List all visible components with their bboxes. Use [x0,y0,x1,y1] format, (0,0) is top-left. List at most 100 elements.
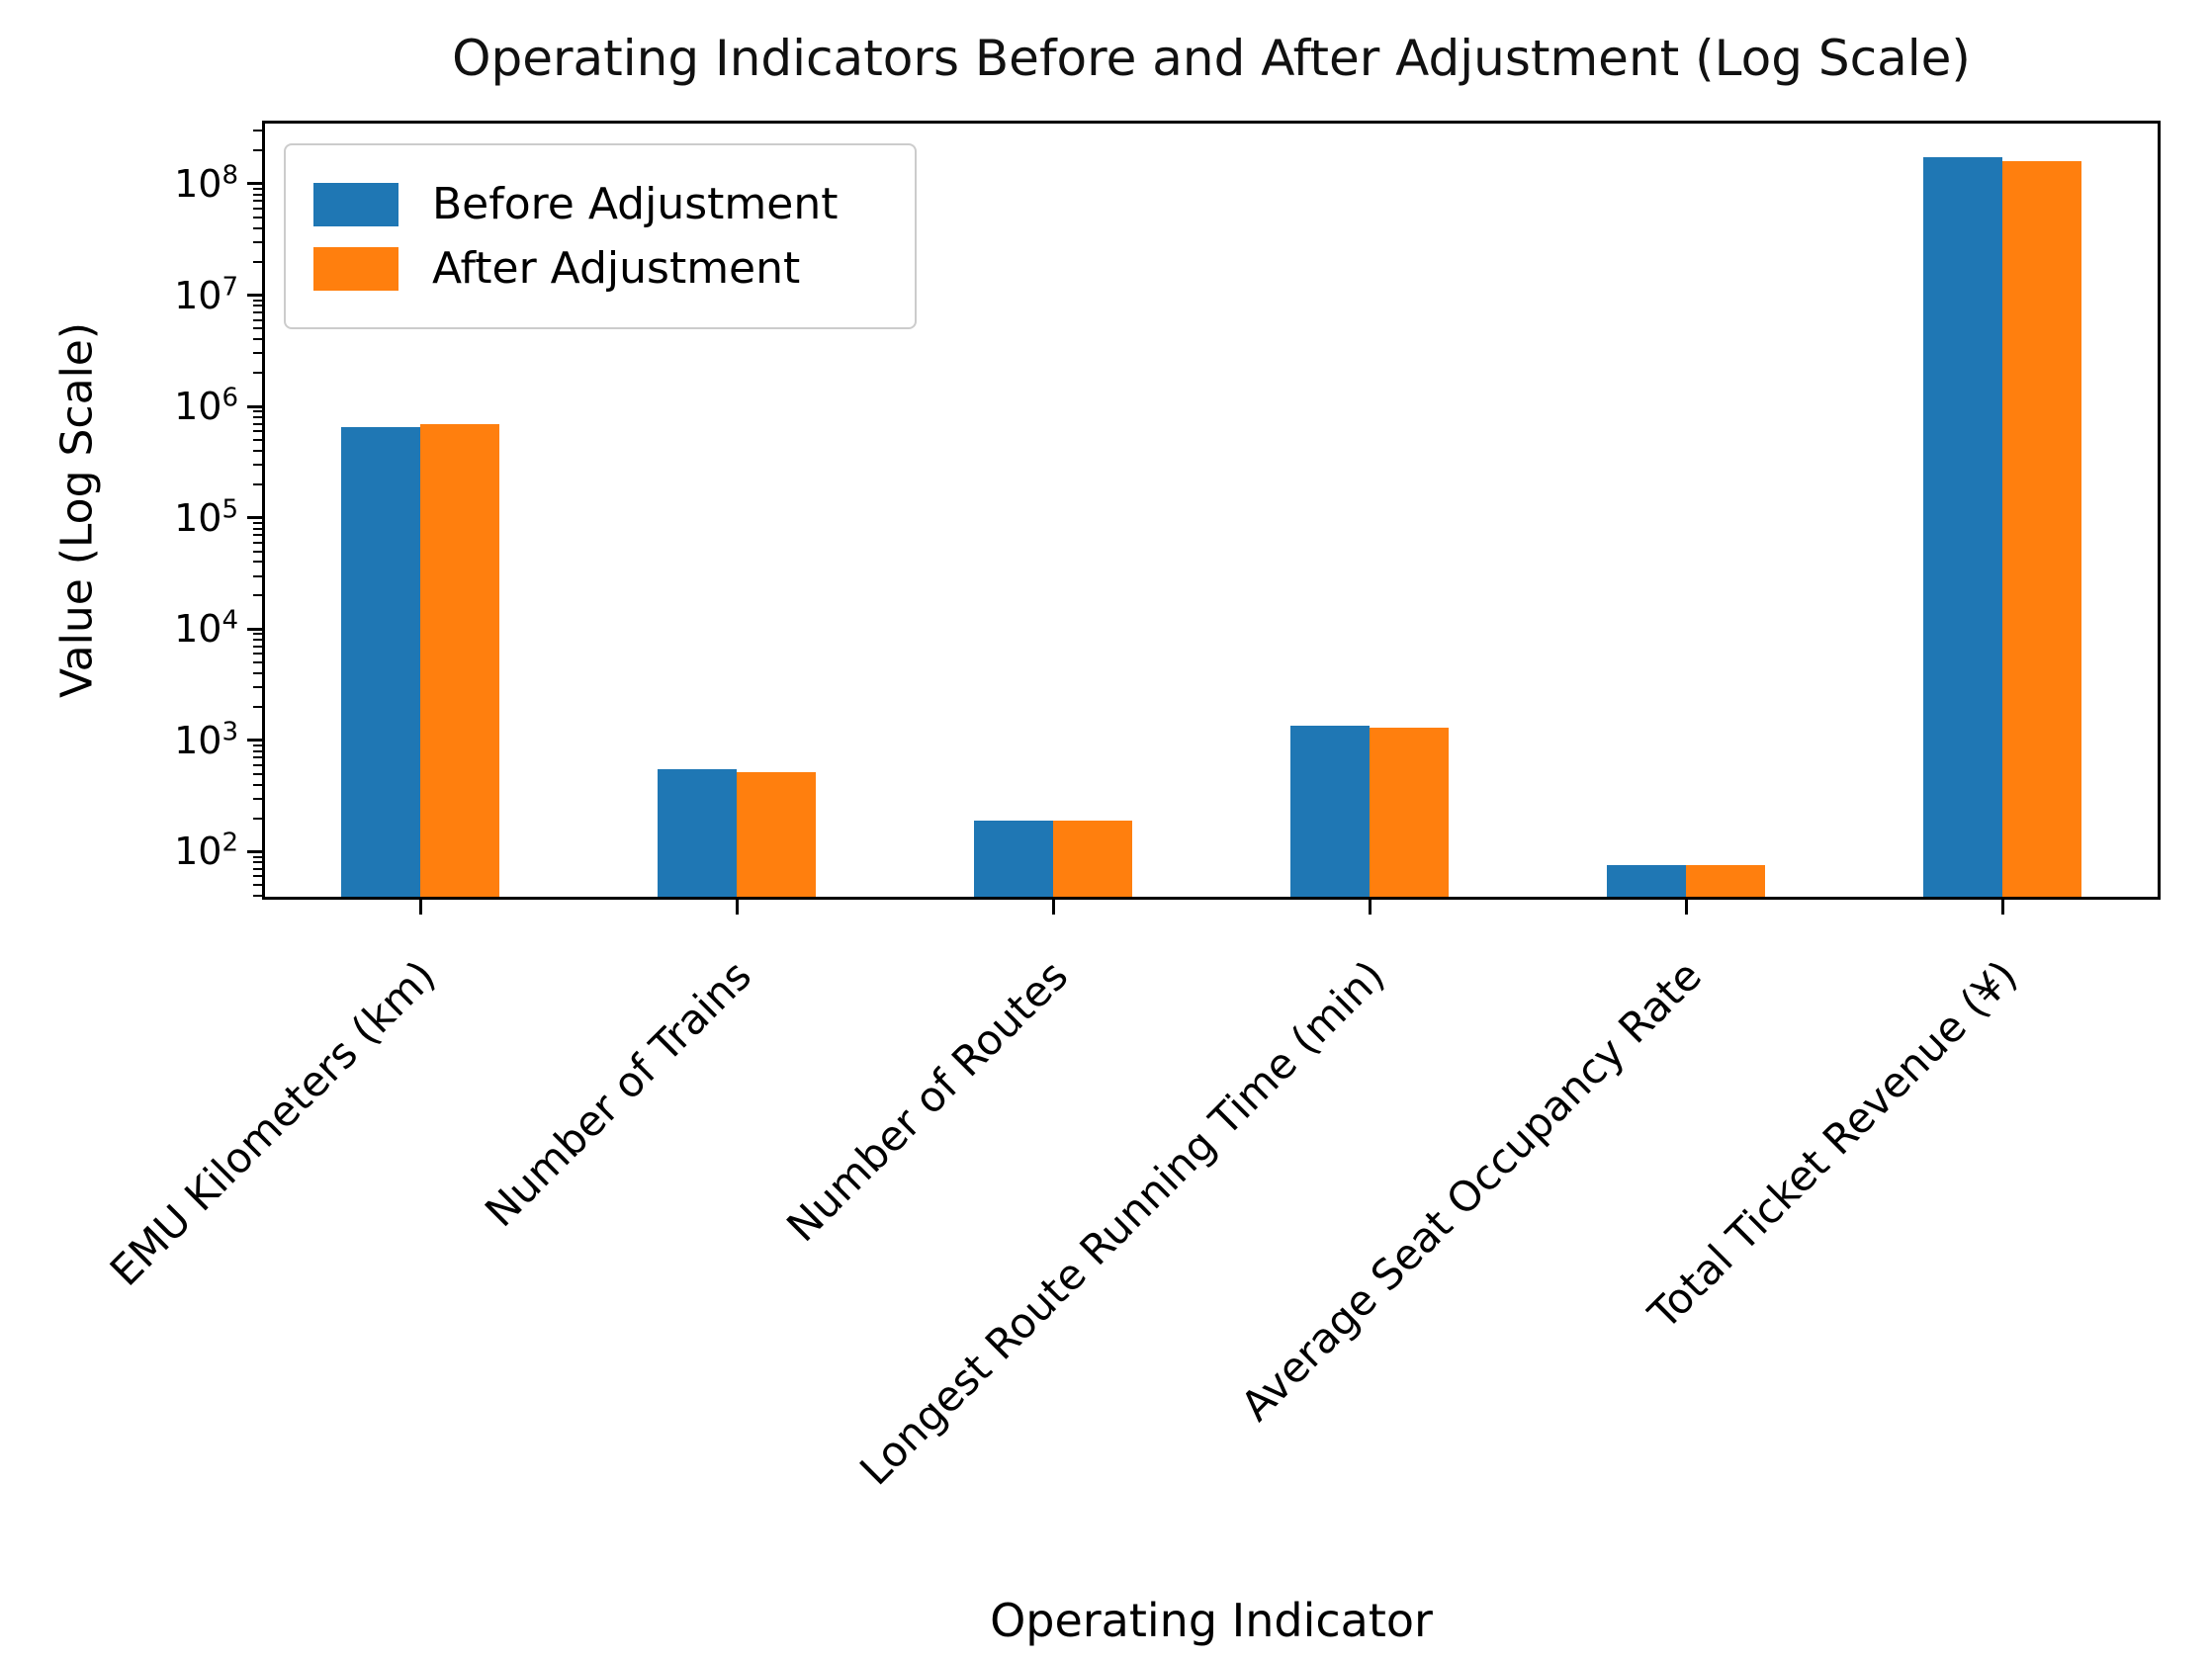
y-minor-tick [253,749,262,752]
x-tick-3 [1368,900,1371,915]
y-axis-label: Value (Log Scale) [51,321,103,699]
x-tick-1 [735,900,739,915]
y-minor-tick [253,482,262,485]
y-minor-tick [253,207,262,210]
x-tick-label-1: Number of Trains [476,951,761,1237]
legend-item-after: After Adjustment [313,243,887,294]
bar-before-0 [341,427,420,897]
y-minor-tick [253,527,262,530]
y-major-tick-10e5 [247,516,262,520]
y-major-tick-10e7 [247,294,262,298]
legend-item-before: Before Adjustment [313,179,887,229]
y-minor-tick [253,639,262,642]
y-minor-tick [253,855,262,858]
y-minor-tick [253,410,262,413]
y-minor-tick [253,260,262,263]
bar-after-1 [737,771,816,897]
y-minor-tick [253,861,262,864]
y-major-tick-10e4 [247,627,262,631]
y-minor-tick [253,372,262,375]
y-minor-tick [253,645,262,648]
legend-label: Before Adjustment [432,179,839,229]
y-minor-tick [253,867,262,870]
y-minor-tick [253,743,262,746]
y-minor-tick [253,327,262,330]
y-minor-tick [253,310,262,313]
y-major-tick-10e3 [247,739,262,743]
x-tick-label-0: EMU Kilometers (km) [100,951,445,1295]
x-tick-2 [1051,900,1055,915]
y-minor-tick [253,633,262,636]
y-minor-tick [253,430,262,433]
y-minor-tick [253,783,262,786]
y-minor-tick [253,550,262,553]
y-minor-tick [253,299,262,302]
y-minor-tick [253,240,262,243]
y-minor-tick [253,305,262,307]
y-minor-tick [253,875,262,878]
y-tick-label-10e7: 107 [174,271,238,317]
y-major-tick-10e8 [247,182,262,186]
y-minor-tick [253,653,262,656]
y-minor-tick [253,193,262,196]
x-tick-label-2: Number of Routes [777,951,1078,1252]
y-minor-tick [253,895,262,898]
y-minor-tick [253,594,262,597]
y-tick-label-10e2: 102 [174,828,238,874]
bar-before-4 [1607,864,1686,897]
y-minor-tick [253,521,262,524]
x-tick-0 [418,900,422,915]
y-minor-tick [253,216,262,219]
y-minor-tick [253,352,262,355]
y-minor-tick [253,534,262,537]
bar-before-3 [1290,726,1370,897]
y-minor-tick [253,672,262,675]
y-minor-tick [253,338,262,341]
y-minor-tick [253,449,262,452]
y-minor-tick [253,149,262,152]
y-minor-tick [253,797,262,800]
y-minor-tick [253,817,262,820]
y-tick-label-10e5: 105 [174,494,238,540]
bar-after-0 [420,423,499,897]
y-minor-tick [253,541,262,544]
y-minor-tick [253,188,262,191]
y-minor-tick [253,756,262,759]
y-minor-tick [253,416,262,418]
y-minor-tick [253,200,262,203]
x-axis-label: Operating Indicator [990,1594,1433,1647]
x-tick-4 [1684,900,1688,915]
y-minor-tick [253,705,262,708]
y-major-tick-10e2 [247,849,262,853]
y-major-tick-10e6 [247,404,262,408]
bar-after-4 [1686,865,1765,897]
bar-before-1 [658,769,737,897]
y-minor-tick [253,422,262,425]
legend-swatch-after [313,246,398,291]
y-tick-label-10e3: 103 [174,717,238,762]
y-tick-label-10e8: 108 [174,160,238,206]
y-minor-tick [253,772,262,775]
y-minor-tick [253,574,262,577]
y-tick-label-10e4: 104 [174,605,238,652]
y-minor-tick [253,661,262,664]
bar-after-3 [1370,727,1449,897]
legend: Before Adjustment After Adjustment [284,143,917,329]
bar-after-2 [1053,821,1132,897]
y-tick-label-10e6: 106 [174,383,238,429]
y-minor-tick [253,130,262,132]
y-minor-tick [253,438,262,441]
y-minor-tick [253,226,262,229]
bar-before-5 [1923,156,2002,897]
y-minor-tick [253,318,262,321]
x-tick-label-5: Total Ticket Revenue (¥) [1639,951,2027,1339]
x-tick-label-3: Longest Route Running Time (min) [850,951,1394,1495]
y-minor-tick [253,763,262,766]
chart-title: Operating Indicators Before and After Ad… [452,30,1971,87]
y-minor-tick [253,463,262,466]
bar-before-2 [974,821,1053,897]
x-tick-5 [2000,900,2004,915]
y-minor-tick [253,561,262,564]
y-minor-tick [253,884,262,887]
